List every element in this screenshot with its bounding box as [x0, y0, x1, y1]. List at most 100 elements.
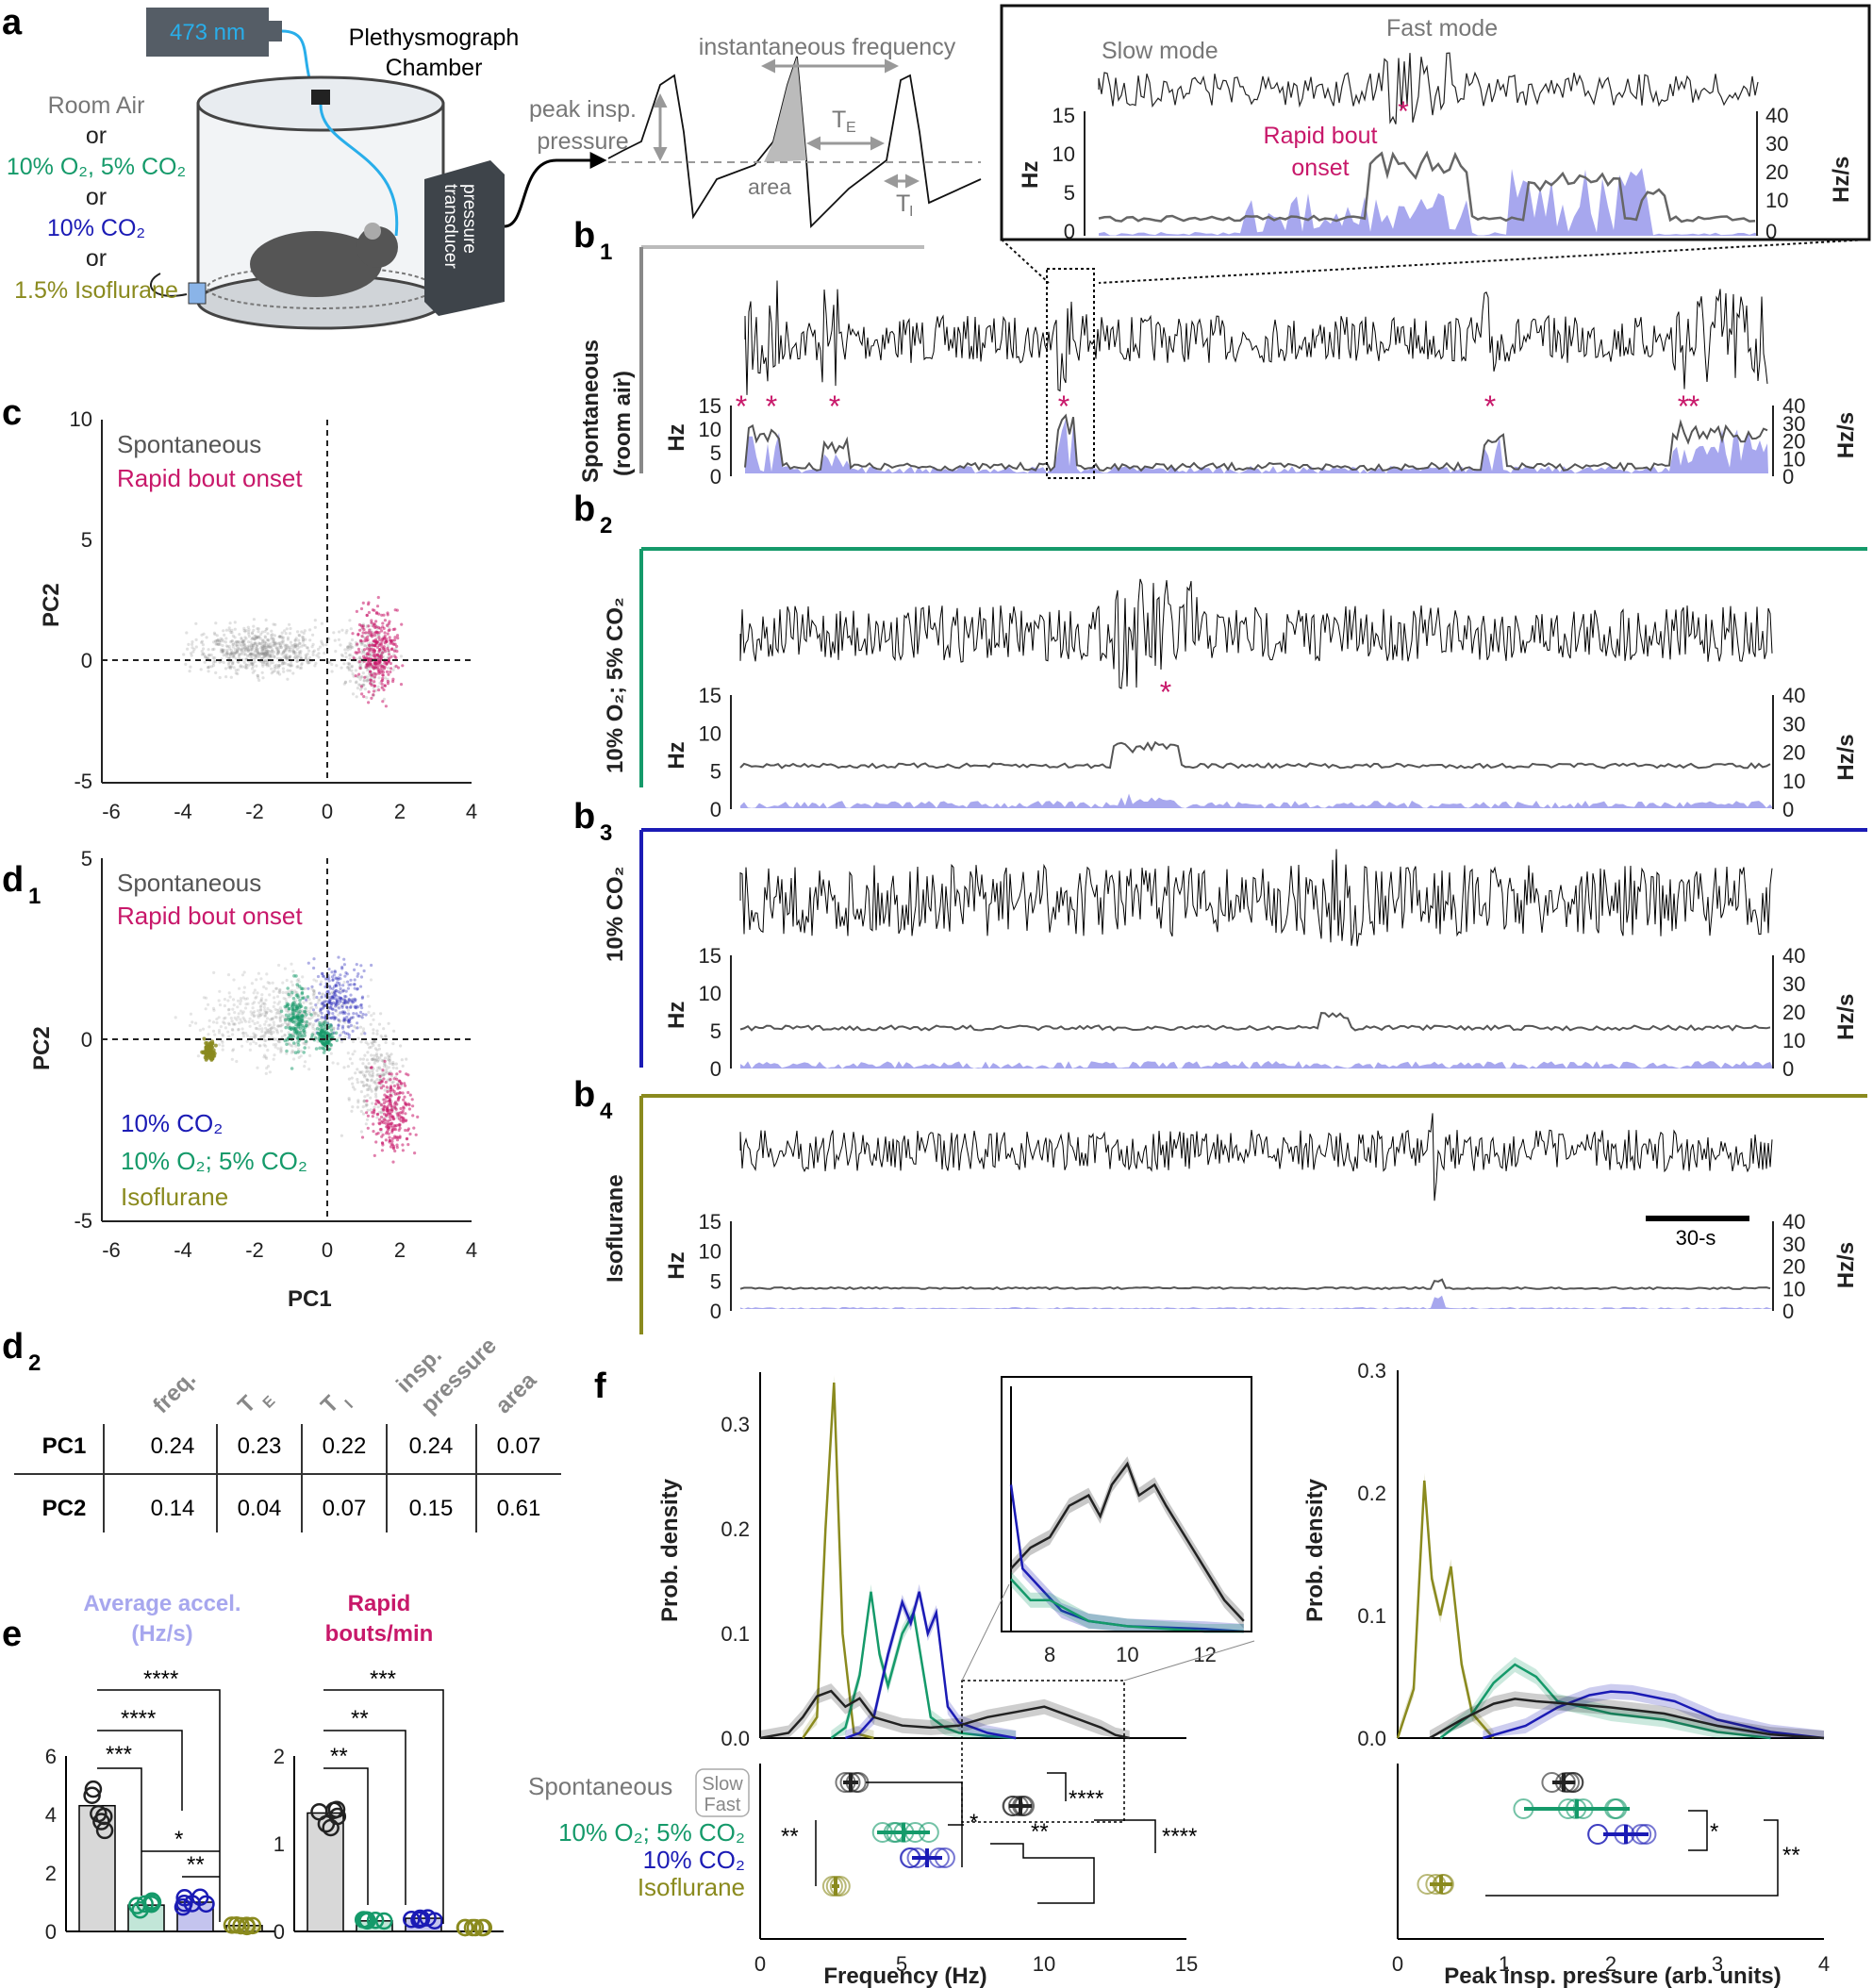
scatter-point	[253, 669, 257, 672]
scatter-point	[252, 618, 256, 621]
scatter-point	[278, 672, 282, 676]
scatter-point	[342, 957, 346, 961]
scatter-point	[265, 646, 269, 650]
scatter-point	[365, 1099, 369, 1102]
scatter-point	[305, 659, 308, 663]
scatter-point	[350, 664, 355, 669]
scatter-point	[227, 663, 231, 667]
scatter-point	[365, 613, 369, 618]
scatter-point	[270, 634, 273, 638]
scatter-point	[338, 984, 341, 987]
scatter-point	[351, 1039, 356, 1044]
scatter-point	[322, 1016, 325, 1019]
scatter-point	[329, 1043, 334, 1048]
scatter-point	[372, 693, 375, 697]
scatter-point	[237, 660, 240, 664]
scatter-point	[349, 1023, 353, 1027]
scatter-point	[327, 1000, 332, 1003]
scatter-point	[344, 651, 348, 655]
scatter-point	[174, 1016, 177, 1019]
scatter-point	[333, 993, 337, 997]
scatter-point	[404, 1102, 407, 1106]
scatter-point	[270, 667, 273, 671]
scatter-point	[194, 638, 198, 642]
scatter-point	[284, 648, 288, 652]
scatter-point	[285, 1049, 289, 1053]
scatter-point	[233, 652, 237, 655]
hz-tick: 10	[699, 1240, 721, 1264]
scatter-point	[383, 665, 387, 669]
svg-text:10: 10	[1765, 189, 1788, 212]
scatter-point	[286, 677, 290, 681]
scatter-point	[365, 679, 369, 683]
scatter-point	[287, 645, 290, 649]
scatter-point	[341, 1010, 345, 1014]
scatter-point	[365, 696, 369, 700]
scatter-point	[374, 625, 378, 629]
scatter-point	[307, 961, 310, 965]
scatter-point	[377, 1022, 382, 1026]
scatter-point	[239, 648, 242, 652]
scatter-point	[366, 678, 370, 682]
scatter-point	[246, 647, 250, 652]
scatter-point	[404, 1112, 407, 1116]
scatter-point	[285, 627, 289, 631]
scatter-point	[380, 1149, 384, 1152]
svg-text:0.2: 0.2	[721, 1517, 750, 1541]
scatter-point	[337, 1023, 340, 1027]
scatter-point	[242, 638, 246, 643]
scatter-point	[233, 1016, 237, 1019]
svg-text:instantaneous frequency: instantaneous frequency	[699, 34, 956, 60]
chamber-label-2: Chamber	[386, 55, 483, 81]
scatter-point	[304, 1006, 307, 1010]
scatter-point	[290, 983, 294, 987]
scatter-point	[337, 955, 340, 959]
scatter-point	[324, 643, 328, 647]
scatter-point	[251, 663, 255, 667]
scatter-point	[366, 1114, 370, 1118]
scatter-point	[359, 624, 363, 628]
scatter-point	[287, 655, 290, 659]
scatter-point	[398, 1135, 402, 1138]
scatter-point	[339, 977, 342, 981]
scatter-point	[275, 1031, 279, 1035]
scatter-point	[263, 1010, 267, 1015]
svg-text:10% O₂; 5% CO₂: 10% O₂; 5% CO₂	[121, 1147, 307, 1175]
scatter-point	[336, 1005, 340, 1009]
scatter-point	[388, 620, 391, 623]
scatter-point	[346, 1001, 351, 1004]
scatter-point	[261, 653, 265, 656]
hzs-tick: 10	[1782, 447, 1805, 471]
svg-text:10: 10	[1053, 142, 1075, 166]
scatter-point	[337, 1024, 340, 1028]
scatter-point	[238, 653, 241, 656]
scatter-point	[323, 1031, 327, 1035]
scatter-point	[322, 1051, 326, 1054]
scatter-point	[363, 688, 367, 691]
scatter-point	[323, 1041, 327, 1045]
hz-tick: 10	[699, 982, 721, 1005]
panel-label-a: a	[2, 3, 23, 42]
scatter-point	[366, 638, 370, 642]
hzs-tick: 40	[1782, 684, 1805, 707]
scatter-point	[333, 969, 337, 973]
scatter-point	[384, 1040, 388, 1045]
scatter-point	[218, 642, 222, 647]
scatter-point	[328, 1001, 332, 1004]
scatter-point	[383, 1104, 387, 1109]
scatter-point	[253, 1033, 257, 1036]
scatter-point	[289, 1043, 293, 1048]
scatter-point	[373, 1153, 376, 1157]
scatter-point	[225, 648, 229, 653]
scatter-point	[232, 666, 236, 670]
scatter-point	[370, 619, 373, 622]
scatter-point	[362, 1084, 366, 1088]
scatter-point	[416, 1115, 420, 1118]
scatter-point	[253, 1001, 257, 1004]
scatter-point	[269, 651, 273, 654]
scatter-point	[286, 1022, 290, 1026]
scatter-point	[382, 1072, 386, 1077]
scatter-point	[391, 1066, 395, 1069]
scatter-point	[333, 1016, 337, 1019]
scatter-point	[331, 997, 335, 1001]
